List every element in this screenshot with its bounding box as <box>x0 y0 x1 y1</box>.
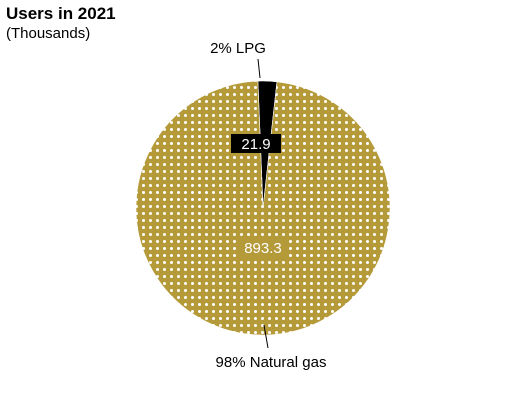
leader-natural-gas <box>263 324 269 349</box>
slice-natural-gas <box>135 80 391 336</box>
value-box-lpg: 21.9 <box>231 134 281 153</box>
value-box-natural-gas-bg <box>238 237 288 258</box>
chart-subtitle: (Thousands) <box>6 25 91 42</box>
label-natural-gas: 98% Natural gas <box>216 354 327 371</box>
leader-lpg <box>257 58 261 79</box>
value-label-natural-gas: 893.3 <box>244 240 282 257</box>
value-box-lpg-bg <box>231 134 281 153</box>
chart-title: Users in 2021 <box>6 4 116 23</box>
label-lpg: 2% LPG <box>210 40 266 57</box>
value-label-lpg: 21.9 <box>241 136 270 153</box>
value-box-natural-gas: 893.3 <box>238 237 288 258</box>
